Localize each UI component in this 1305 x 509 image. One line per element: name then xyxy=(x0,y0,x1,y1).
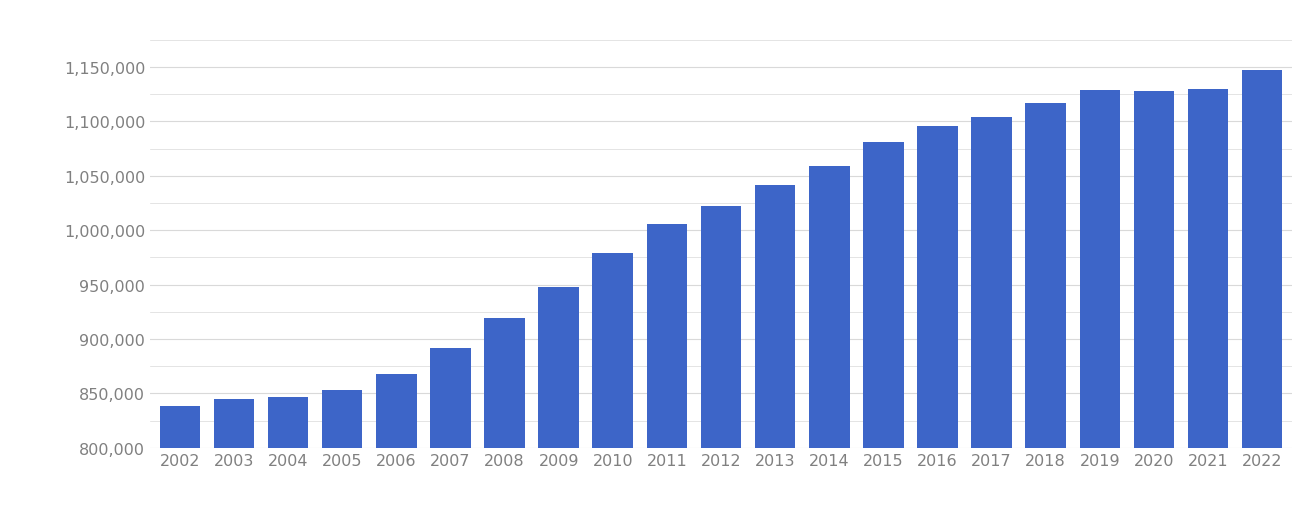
Bar xyxy=(376,374,416,509)
Bar xyxy=(1242,71,1283,509)
Bar xyxy=(1188,90,1228,509)
Bar xyxy=(592,253,633,509)
Bar xyxy=(1134,92,1174,509)
Bar xyxy=(268,397,308,509)
Bar xyxy=(539,287,579,509)
Bar xyxy=(484,319,525,509)
Bar xyxy=(863,143,903,509)
Bar xyxy=(917,127,958,509)
Bar xyxy=(754,185,796,509)
Bar xyxy=(971,118,1011,509)
Bar xyxy=(809,166,850,509)
Bar xyxy=(701,207,741,509)
Bar xyxy=(322,390,363,509)
Bar xyxy=(646,224,688,509)
Bar xyxy=(159,407,200,509)
Bar xyxy=(1026,104,1066,509)
Bar xyxy=(214,399,254,509)
Bar xyxy=(431,348,471,509)
Bar xyxy=(1079,91,1120,509)
